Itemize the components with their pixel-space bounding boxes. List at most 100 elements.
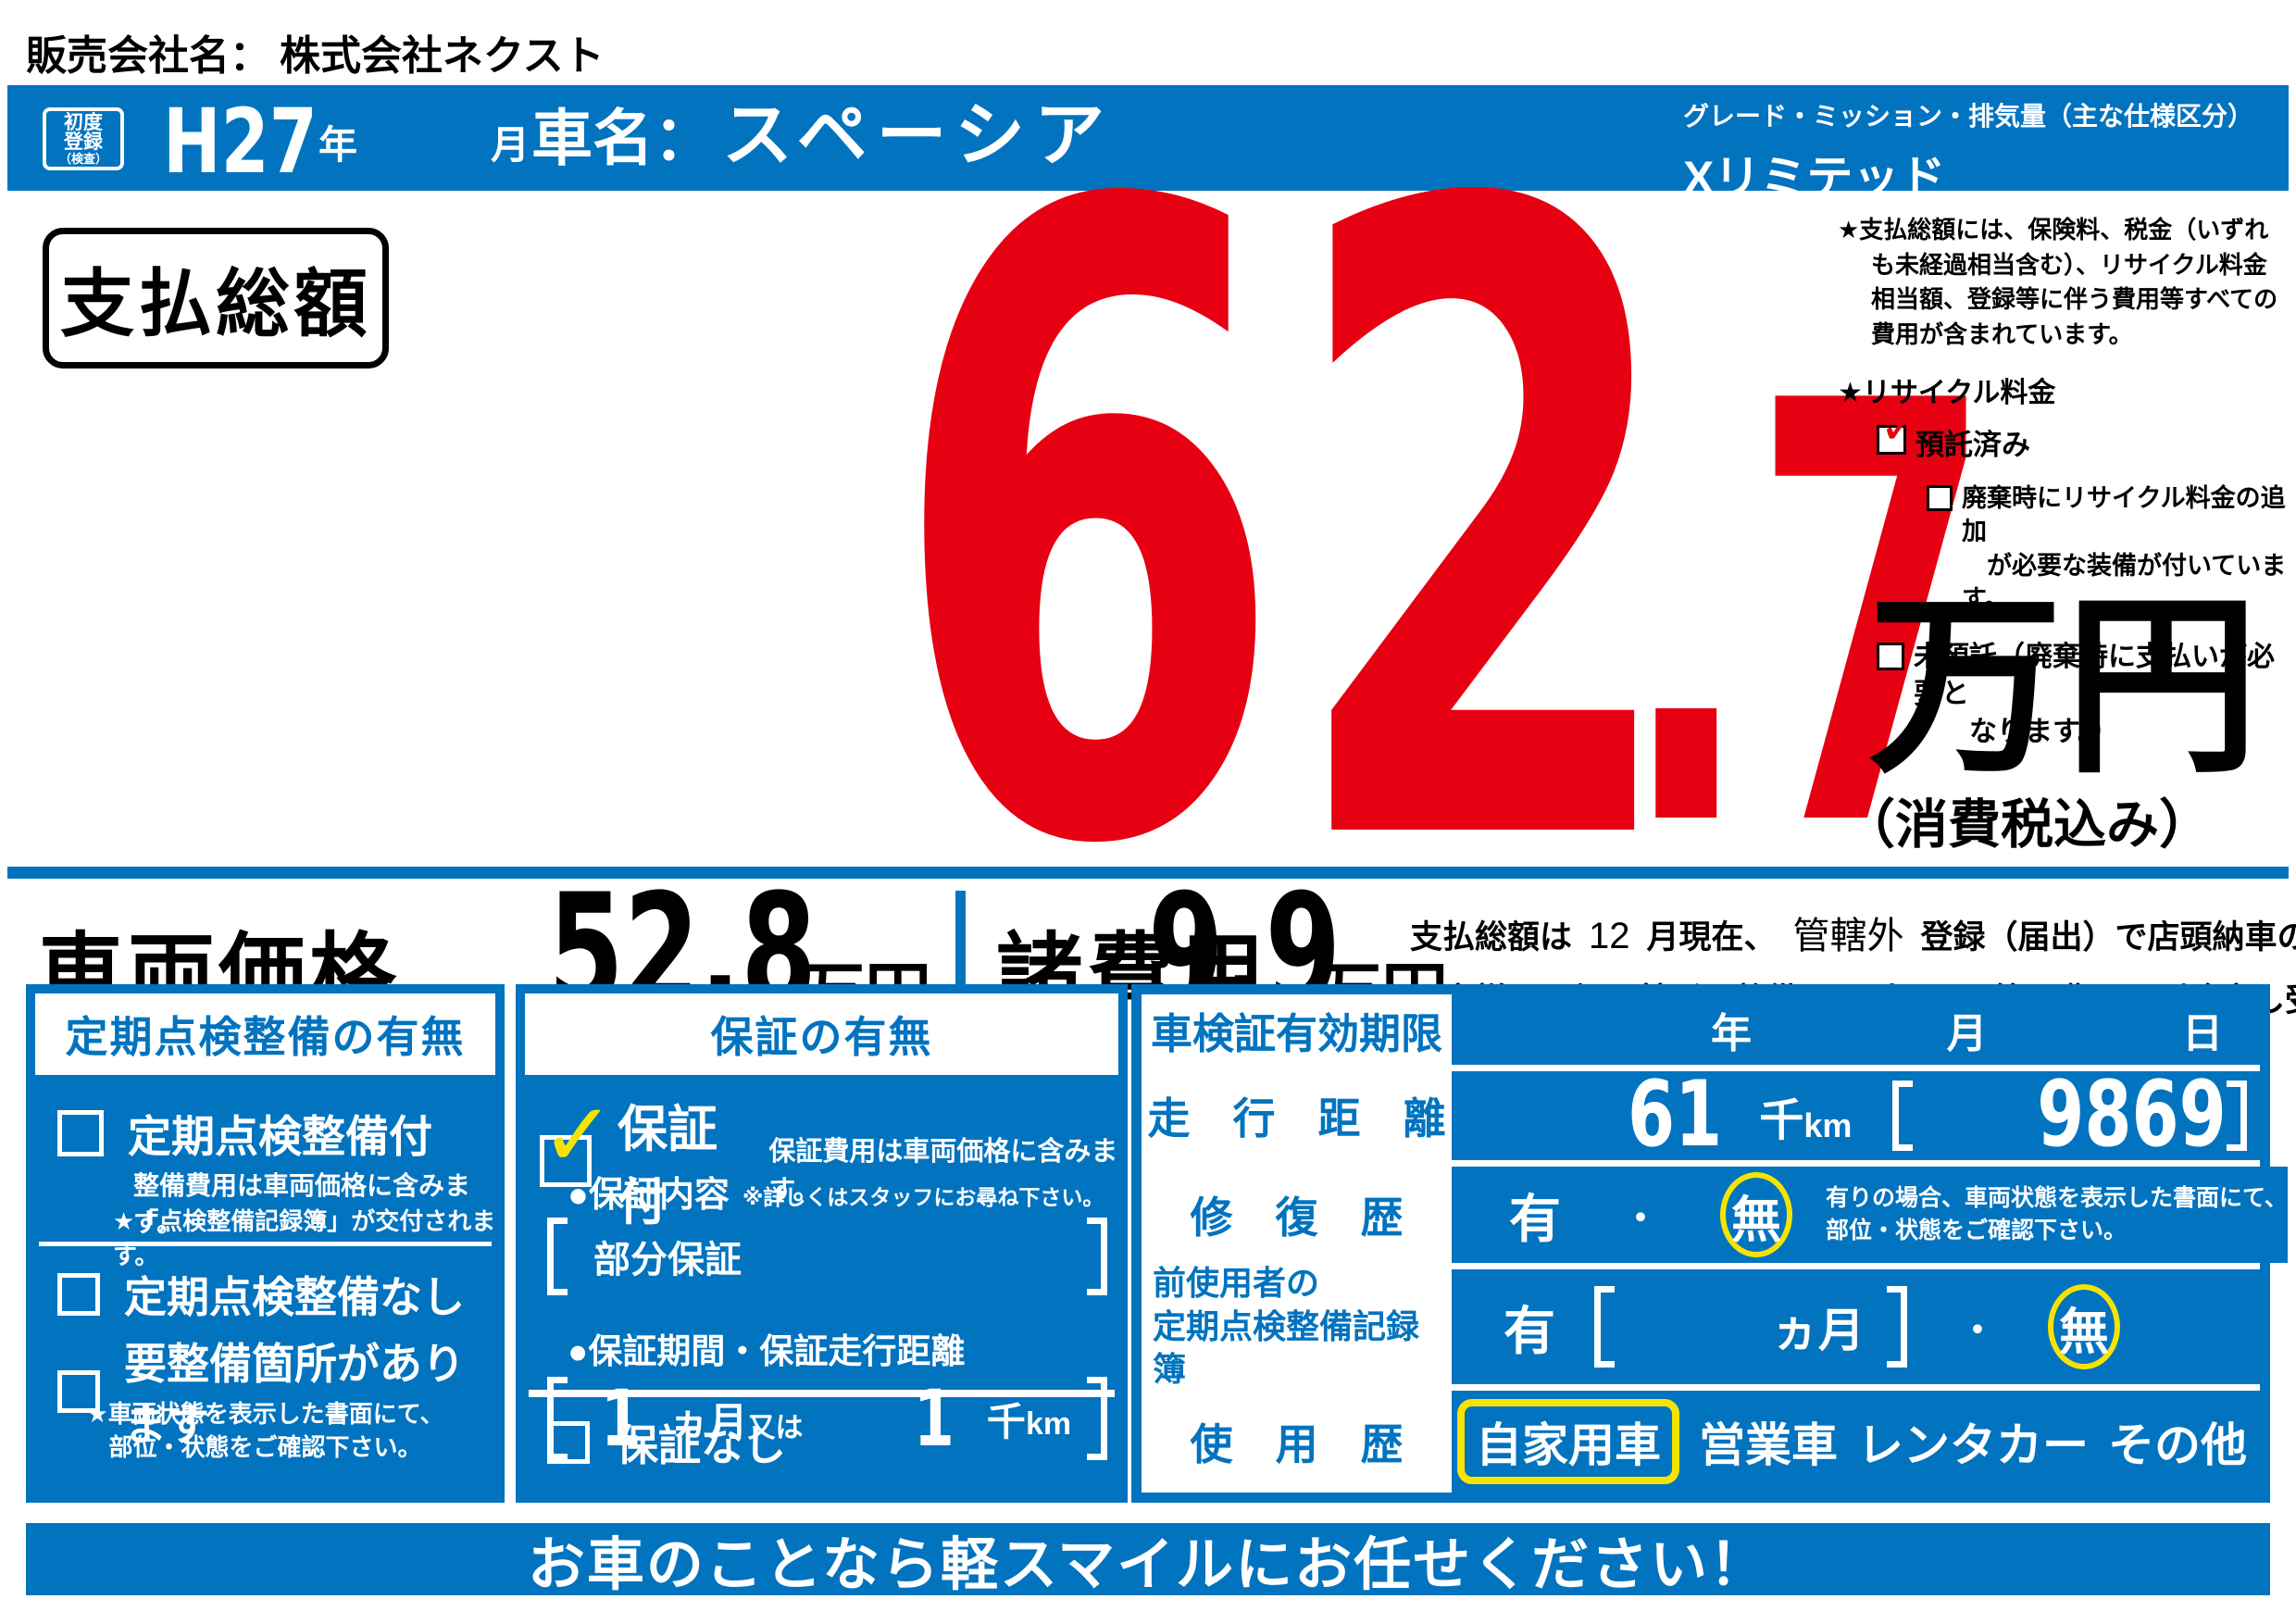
grade-value: Xリミテッド: [1683, 152, 1946, 204]
first-registration-box: 初度 登録 （検査）: [43, 107, 124, 170]
footer-banner: お車のことなら軽スマイルにお任せください！: [26, 1523, 2270, 1597]
bracket-right: [1087, 1218, 1107, 1295]
repair-no: 無: [1731, 1192, 1781, 1248]
odometer-value: 9869: [2037, 1062, 2227, 1168]
section-divider: [7, 867, 2289, 879]
dealer-line: 販売会社名： 株式会社ネクスト: [26, 22, 605, 81]
usage-option-rental: レンタカー: [1857, 1419, 2089, 1471]
warranty-title: 保証の有無: [525, 993, 1118, 1075]
warranty-content-note: ※詳しくはスタッフにお尋ね下さい。: [742, 1184, 1104, 1209]
warranty-with-option: ✓ 保証付 保証費用は車両価格に含みます。: [540, 1088, 1128, 1234]
maintenance-note3: ★車両状態を表示した書面にて、 部位・状態をご確認下さい。: [86, 1400, 444, 1462]
warranty-period-label: ●保証期間・保証走行距離: [568, 1332, 966, 1370]
warranty-content-value: 部分保証: [593, 1240, 742, 1280]
inspection-day: 日: [2182, 1011, 2223, 1056]
warranty-panel: 保証の有無 ✓ 保証付 保証費用は車両価格に含みます。 ●保証内容 ※詳しくはス…: [516, 984, 1128, 1503]
warranty-content-value-row: 部分保証: [547, 1218, 1107, 1295]
dealer-name: 株式会社ネクスト: [280, 33, 605, 79]
mileage-unit-main: 千: [1759, 1096, 1804, 1145]
warranty-distance-value: 1: [914, 1372, 955, 1464]
inspection-year: 年: [1711, 1011, 1752, 1056]
month-suffix: 月: [491, 123, 530, 167]
car-name: スペーシア: [722, 96, 1115, 175]
grade-caption: グレード・ミッション・排気量（主な仕様区分）: [1683, 102, 2254, 131]
maintenance-none-checkbox[interactable]: [57, 1273, 100, 1316]
repair-note: 有りの場合、車両状態を表示した書面にて、 部位・状態をご確認下さい。: [1826, 1185, 2288, 1243]
year-suffix: 年: [318, 123, 358, 167]
maintenance-note2: ★「点検整備記録簿」が交付されます。: [113, 1207, 496, 1269]
check-icon: ✓: [541, 1086, 616, 1185]
maintenance-none-option: 定期点検整備なし: [57, 1264, 465, 1325]
extra-equipment-checkbox[interactable]: [1927, 484, 1953, 511]
first-reg-line1: 初度: [64, 111, 103, 133]
warranty-with-note: 保証費用は車両価格に含みます。: [768, 1137, 1118, 1206]
maintenance-needed-label: 要整備箇所があります: [124, 1340, 465, 1449]
warranty-distance-unit-main: 千: [986, 1399, 1026, 1443]
note-line1-rest: 登録（届出）で店頭納車の場合の価格です。: [1920, 919, 2296, 956]
recycle-option-not-deposited: 未預託（廃棄時に支払いが必要と なります。）: [1877, 639, 2289, 752]
bracket-left: [1594, 1286, 1615, 1368]
warranty-with-label: 保証付: [618, 1102, 718, 1230]
mileage-label: 走 行 距 離: [1142, 1071, 1452, 1160]
table-row-maintenance-record: 前使用者の 定期点検整備記録簿 有 ヵ月 ・ 無: [1142, 1264, 2260, 1388]
bracket-left: [547, 1377, 568, 1460]
note-jurisdiction-value: 管轄外: [1792, 916, 1904, 956]
first-reg-line3: （検査）: [58, 151, 107, 166]
notes-column: ★支払総額には、保険料、税金（いずれも未経過相当含む）、リサイクル料金相当額、登…: [1838, 213, 2289, 751]
table-row-inspection: 車検証有効期限 年 月 日: [1142, 994, 2260, 1065]
recycle-option-deposited: ✓ 預託済み: [1877, 402, 2289, 463]
warranty-none-checkbox[interactable]: [547, 1421, 590, 1464]
mileage-value: 61: [1628, 1062, 1723, 1168]
extra-equipment-label: 廃棄時にリサイクル料金の追加 が必要な装備が付いています。: [1962, 483, 2287, 614]
maintenance-none-label: 定期点検整備なし: [124, 1273, 465, 1321]
recycle-option-extra-equipment: 廃棄時にリサイクル料金の追加 が必要な装備が付いています。: [1927, 481, 2289, 617]
usage-label: 使 用 歴: [1142, 1391, 1452, 1493]
deposited-label: 預託済み: [1915, 428, 2030, 461]
total-amount-unit: 万円: [1868, 578, 2262, 795]
warranty-none-label: 保証なし: [616, 1421, 786, 1469]
record-no-circled: 無: [2048, 1284, 2120, 1369]
car-name-label: 車名：: [531, 104, 715, 172]
warranty-divider: [529, 1393, 1115, 1397]
repair-no-circled: 無: [1720, 1172, 1792, 1257]
bracket-right: [2227, 1081, 2247, 1151]
details-table-panel: 車検証有効期限 年 月 日 走 行 距 離 61 千 km 9869: [1131, 984, 2288, 1503]
header-bar: 初度 登録 （検査） H27 年 月 車名： スペーシア グレード・ミッション・…: [7, 85, 2289, 204]
inspection-month: 月: [1946, 1011, 1988, 1056]
bracket-left: [547, 1218, 568, 1295]
maintenance-with-option: 定期点検整備付: [57, 1101, 432, 1165]
maintenance-with-label: 定期点検整備付: [128, 1112, 432, 1161]
bracket-right: [1087, 1377, 1107, 1460]
warranty-content-line: ●保証内容 ※詳しくはスタッフにお尋ね下さい。: [568, 1166, 1104, 1217]
inspection-label: 車検証有効期限: [1142, 994, 1452, 1065]
usage-option-private-selected: 自家用車: [1457, 1399, 1679, 1484]
maintenance-needed-checkbox[interactable]: [57, 1370, 100, 1413]
grade-block: グレード・ミッション・排気量（主な仕様区分） Xリミテッド: [1683, 96, 2253, 207]
note-prefix: 支払総額は: [1410, 919, 1573, 956]
recycle-fee-title: ★リサイクル料金: [1838, 377, 2056, 408]
record-label: 前使用者の 定期点検整備記録簿: [1142, 1264, 1452, 1388]
not-deposited-checkbox[interactable]: [1877, 642, 1904, 670]
check-icon: ✓: [1879, 398, 1922, 455]
deposited-checkbox[interactable]: ✓: [1877, 402, 1921, 455]
repair-yes: 有: [1509, 1189, 1561, 1248]
details-table: 車検証有効期限 年 月 日 走 行 距 離 61 千 km 9869: [1142, 994, 2288, 1493]
footer-message: お車のことなら軽スマイルにお任せください！: [527, 1533, 1769, 1597]
note-month-value: 12: [1589, 916, 1630, 956]
mileage-unit-sub: km: [1803, 1106, 1853, 1144]
record-no: 無: [2059, 1304, 2109, 1360]
record-separator: ・: [1959, 1310, 1996, 1351]
maintenance-title: 定期点検整備の有無: [35, 993, 495, 1075]
price-divider: [955, 891, 966, 1013]
repair-label: 修 復 歴: [1142, 1167, 1452, 1263]
bracket-left: [1892, 1081, 1914, 1151]
maintenance-note1: 整備費用は車両価格に含みます。: [133, 1171, 471, 1237]
warranty-period-or: 又は: [747, 1413, 804, 1443]
repair-separator: ・: [1622, 1198, 1659, 1239]
usage-option-commercial: 営業車: [1699, 1419, 1838, 1471]
warranty-period-unit: ヵ月: [669, 1399, 748, 1443]
maintenance-with-checkbox[interactable]: [57, 1109, 104, 1156]
total-payment-label: 支払総額: [60, 263, 371, 345]
warranty-with-checkbox[interactable]: ✓: [540, 1092, 615, 1187]
